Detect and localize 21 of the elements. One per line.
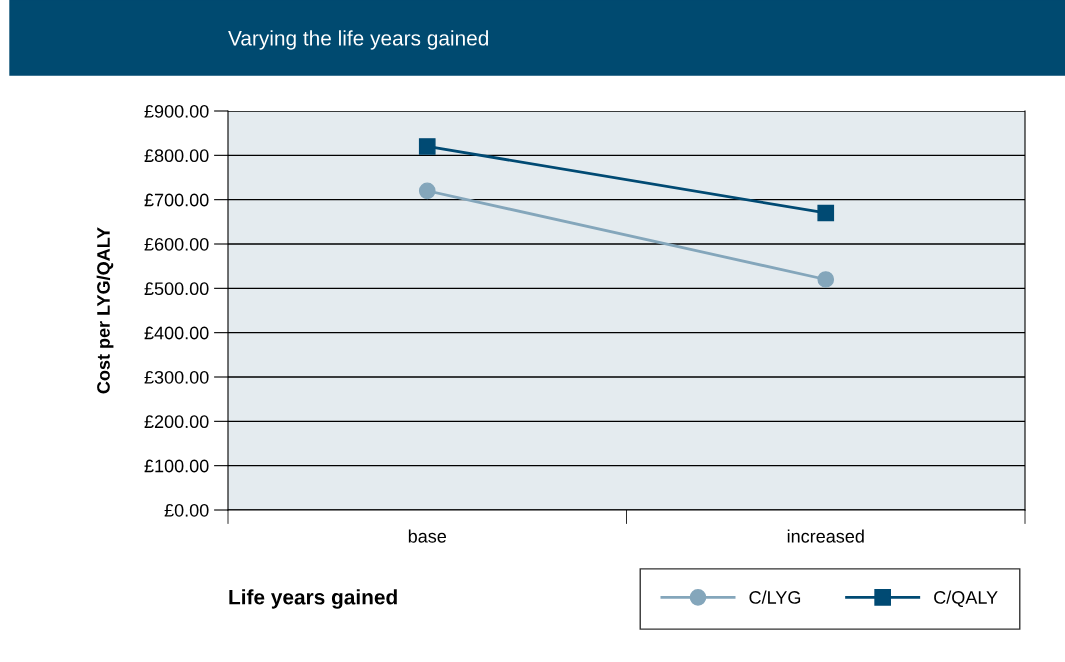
y-tick-label: £600.00 (144, 237, 209, 251)
y-tick-label: £400.00 (144, 326, 209, 340)
x-axis-title: Life years gained (229, 589, 397, 609)
x-tick-label: base (408, 529, 447, 543)
y-tick-label: £700.00 (144, 193, 209, 207)
y-tick-label: £200.00 (144, 415, 209, 429)
x-tick-label: increased (787, 529, 864, 543)
y-tick-label: £900.00 (144, 104, 209, 118)
point (817, 271, 835, 288)
y-tick-label: £100.00 (144, 459, 209, 473)
y-tick-label: £300.00 (144, 370, 209, 384)
y-tick-label: £0.00 (164, 503, 209, 517)
y-tick-label: £800.00 (144, 149, 209, 163)
point (418, 138, 436, 155)
y-axis-title: Cost per LYG/QALY (96, 227, 114, 394)
point (817, 204, 835, 222)
legend-label: C/LYG (749, 590, 801, 604)
legend-label: C/QALY (934, 590, 998, 608)
point (418, 182, 436, 200)
chart-title: Varying the life years gained (228, 30, 489, 50)
y-tick-label: £500.00 (144, 282, 209, 296)
